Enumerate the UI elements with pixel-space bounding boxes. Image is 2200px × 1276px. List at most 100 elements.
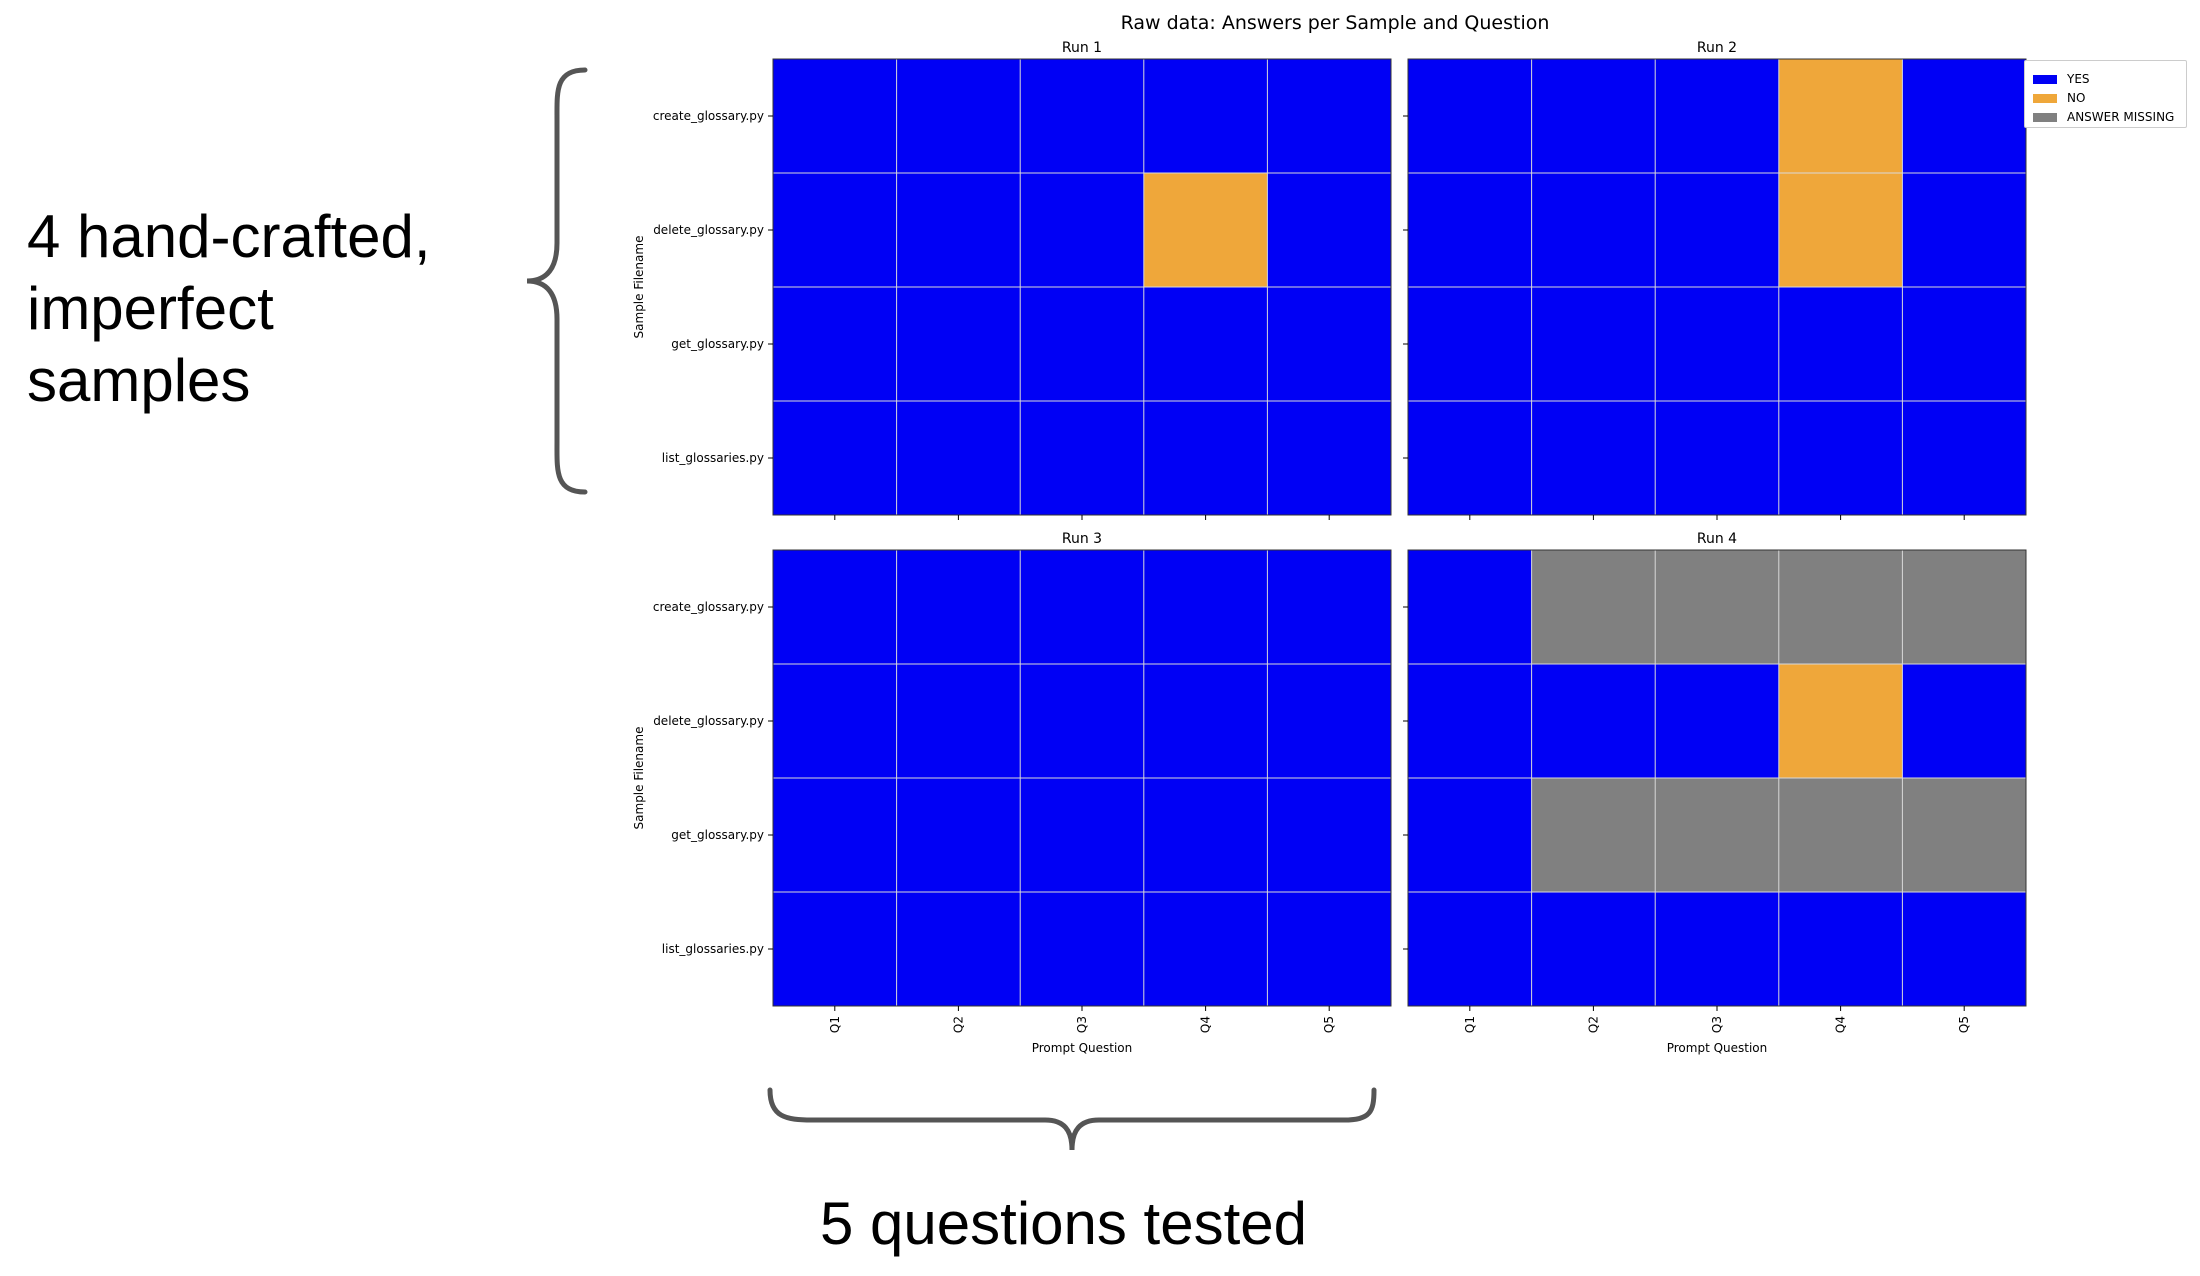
heatmap-cell (773, 59, 898, 174)
heatmap-cell (1778, 892, 1903, 1007)
samples-annotation-line-1: 4 hand-crafted, (27, 203, 431, 270)
samples-annotation-line-2: imperfect (27, 275, 274, 342)
heatmap-cell (1902, 892, 2027, 1007)
x-tick-label: Q2 (951, 1016, 965, 1033)
samples-annotation: 4 hand-crafted, imperfect samples (27, 201, 527, 417)
y-tick-label: get_glossary.py (671, 337, 764, 351)
heatmap-cell (1655, 173, 1780, 288)
legend-item-yes: YES (2033, 72, 2090, 86)
heatmap-cell (896, 401, 1021, 516)
legend-label-no: NO (2067, 91, 2086, 105)
panel-title: Run 2 (1697, 40, 1737, 56)
heatmap-cell (1778, 664, 1903, 779)
x-tick-label: Q1 (828, 1016, 842, 1033)
heatmap-cell (1778, 550, 1903, 665)
heatmap-cell (1267, 59, 1392, 174)
heatmap-cell (1531, 550, 1656, 665)
legend-label-yes: YES (2067, 72, 2090, 86)
heatmap-cell (1020, 892, 1145, 1007)
heatmap-cell (1902, 287, 2027, 402)
y-tick-label: delete_glossary.py (653, 223, 764, 237)
samples-annotation-line-3: samples (27, 347, 251, 414)
heatmap-cell (1143, 401, 1268, 516)
heatmap-panels: Run 1 create_glossary.py delete_glossary.p… (632, 40, 2027, 1055)
heatmap-cell (896, 664, 1021, 779)
heatmap-cell (1267, 550, 1392, 665)
heatmap-cell (1408, 550, 1533, 665)
y-tick-label: delete_glossary.py (653, 714, 764, 728)
heatmap-cell (773, 778, 898, 893)
legend-item-no: NO (2033, 91, 2085, 105)
heatmap-cell (896, 287, 1021, 402)
x-tick-label: Q5 (1322, 1016, 1336, 1033)
heatmap-cell (1020, 778, 1145, 893)
heatmap-cell (1020, 401, 1145, 516)
chart-title: Raw data: Answers per Sample and Questio… (1121, 12, 1550, 34)
heatmap-cell (1655, 59, 1780, 174)
y-tick-label: create_glossary.py (653, 600, 764, 614)
heatmap-cell (1902, 550, 2027, 665)
legend-swatch-missing (2033, 112, 2057, 122)
chart-legend: YES NO ANSWER MISSING (2024, 60, 2187, 128)
heatmap-cell (896, 778, 1021, 893)
heatmap-cell (773, 401, 898, 516)
heatmap-cell (1408, 59, 1533, 174)
heatmap-cell (1143, 59, 1268, 174)
heatmap-cell (773, 664, 898, 779)
heatmap-cell (1655, 664, 1780, 779)
heatmap-cell (773, 892, 898, 1007)
heatmap-cell (1143, 550, 1268, 665)
heatmap-cell (1655, 550, 1780, 665)
heatmap-cell (1531, 401, 1656, 516)
left-brace-icon (526, 67, 588, 495)
heatmap-cell (1020, 59, 1145, 174)
heatmap-cell (1143, 778, 1268, 893)
heatmap-cell (1267, 401, 1392, 516)
heatmap-cell (1143, 664, 1268, 779)
heatmap-cell (1531, 59, 1656, 174)
heatmap-cell (773, 287, 898, 402)
heatmap-cell (1778, 173, 1903, 288)
x-tick-label: Q4 (1834, 1016, 1848, 1033)
heatmap-cell (1408, 173, 1533, 288)
heatmap-cell (1408, 664, 1533, 779)
heatmap-cell (896, 173, 1021, 288)
y-axis-label: Sample Filename (632, 727, 646, 830)
heatmap-cell (1020, 173, 1145, 288)
heatmap-cell (1143, 173, 1268, 288)
panel-run-1: Run 1 create_glossary.py delete_glossary.p… (632, 40, 1392, 520)
panel-title: Run 1 (1062, 40, 1102, 56)
heatmap-cell (1020, 287, 1145, 402)
heatmap-cell (1778, 401, 1903, 516)
bottom-brace-icon (767, 1087, 1377, 1151)
x-tick-label: Q1 (1463, 1016, 1477, 1033)
x-tick-label: Q5 (1957, 1016, 1971, 1033)
heatmap-cell (1902, 173, 2027, 288)
panel-run-4: Run 4 Q1 Q2 Q3 Q4 Q5 Prompt Question (1403, 531, 2027, 1055)
heatmap-cell (1267, 173, 1392, 288)
heatmap-cell (1902, 664, 2027, 779)
heatmap-cell (1531, 778, 1656, 893)
heatmap-cell (1778, 778, 1903, 893)
heatmap-cell (1778, 287, 1903, 402)
panel-run-3: Run 3 create_glossary.py delete_glossary.p… (632, 531, 1392, 1055)
x-tick-label: Q3 (1710, 1016, 1724, 1033)
heatmap-cell (1267, 287, 1392, 402)
heatmap-cell (1267, 892, 1392, 1007)
heatmap-cell (1531, 173, 1656, 288)
heatmap-cell (1902, 401, 2027, 516)
heatmap-cell (1655, 401, 1780, 516)
heatmap-cell (896, 59, 1021, 174)
legend-swatch-yes (2033, 74, 2057, 84)
legend-label-missing: ANSWER MISSING (2067, 110, 2175, 124)
questions-annotation: 5 questions tested (820, 1190, 1308, 1257)
heatmap-cell (1143, 892, 1268, 1007)
heatmap-cell (896, 892, 1021, 1007)
heatmap-cell (1408, 401, 1533, 516)
heatmap-cell (773, 173, 898, 288)
y-tick-label: list_glossaries.py (662, 942, 764, 956)
heatmap-cell (1531, 287, 1656, 402)
heatmap-cell (773, 550, 898, 665)
